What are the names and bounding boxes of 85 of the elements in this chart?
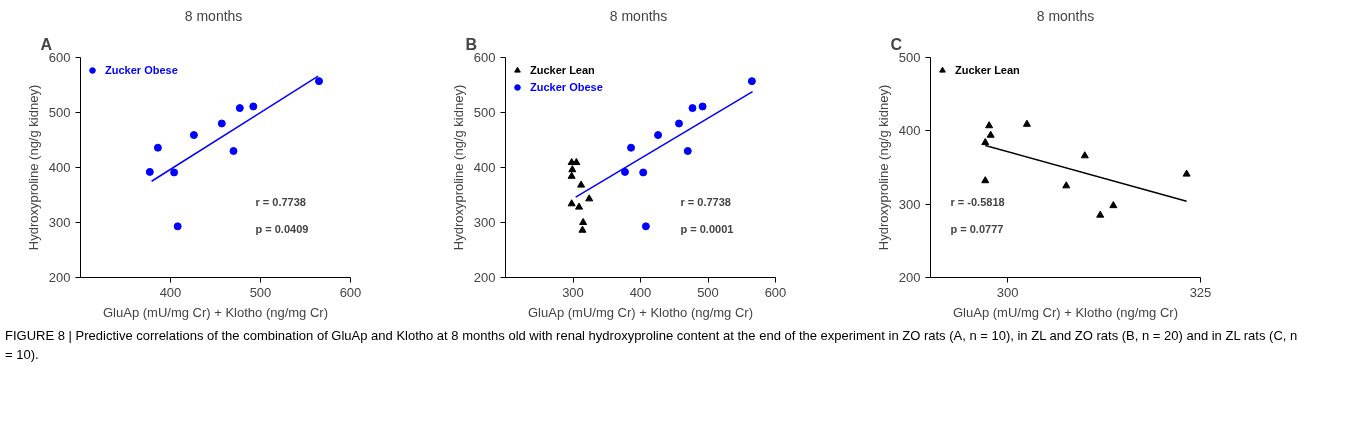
- point: [249, 102, 258, 111]
- x-axis-title: GluAp (mU/mg Cr) + Klotho (ng/mg Cr): [527, 304, 754, 320]
- annotation: r = -0.5818: [950, 195, 1005, 208]
- point: [1062, 181, 1071, 189]
- point: [698, 102, 707, 111]
- y-tick-label: 200: [898, 270, 921, 285]
- point: [575, 202, 584, 210]
- caption: FIGURE 8 | Predictive correlations of the combination of GluAp and Klotho at 8 months old with renal hydroxyproline content at the end of the experiment in ZO rats (A, n = 10), in ZL and ZO rats (B, n = 20) and in ZL rats (C, n = 10).: [5, 327, 1299, 364]
- point: [229, 147, 238, 155]
- x-tick-label: 400: [629, 284, 652, 300]
- y-axis-title: Hydroxyproline (ng/g kidney): [450, 84, 466, 251]
- chart-title: 8 months: [184, 7, 243, 24]
- y-axis-title: Hydroxyproline (ng/g kidney): [25, 84, 41, 251]
- point: [1109, 201, 1118, 209]
- point: [683, 147, 692, 155]
- point: [985, 121, 994, 129]
- x-tick-label: 400: [159, 284, 182, 300]
- legend-label: Zucker Obese: [105, 63, 178, 77]
- annotation: p = 0.0409: [255, 222, 309, 235]
- annotation: p = 0.0001: [680, 222, 734, 235]
- x-tick-label: 600: [764, 284, 787, 300]
- y-tick-label: 500: [473, 105, 496, 120]
- point: [217, 119, 226, 128]
- x-axis-title: GluAp (mU/mg Cr) + Klotho (ng/mg Cr): [102, 304, 329, 320]
- legend-label: Zucker Lean: [955, 63, 1020, 77]
- x-tick-label: 500: [249, 284, 272, 300]
- point: [572, 158, 581, 166]
- annotation: r = 0.7738: [680, 195, 731, 208]
- chart-title: 8 months: [609, 7, 668, 24]
- y-tick-label: 200: [473, 270, 496, 285]
- point: [627, 143, 636, 152]
- point: [641, 222, 650, 231]
- point: [173, 222, 182, 231]
- y-tick-label: 400: [473, 160, 496, 175]
- point: [986, 130, 995, 138]
- point: [688, 104, 697, 113]
- point: [189, 131, 198, 140]
- text: C: [890, 35, 903, 53]
- point: [579, 217, 588, 226]
- legend-label: Zucker Obese: [530, 80, 603, 94]
- point: [170, 168, 179, 177]
- point: [567, 171, 576, 179]
- point: [1182, 169, 1191, 177]
- annotation: p = 0.0777: [950, 222, 1004, 235]
- y-tick-label: 600: [48, 50, 71, 65]
- point: [654, 131, 663, 140]
- text: A: [40, 35, 53, 53]
- point: [315, 77, 323, 86]
- y-tick-label: 200: [48, 270, 71, 285]
- y-tick-label: 300: [898, 196, 921, 212]
- point: [235, 104, 244, 113]
- annotation: r = 0.7738: [255, 195, 306, 208]
- point: [567, 199, 576, 207]
- y-tick-label: 600: [473, 50, 496, 65]
- x-tick-label: 300: [996, 284, 1019, 300]
- point: [620, 167, 629, 176]
- point: [1096, 210, 1105, 218]
- x-tick-label: 325: [1189, 284, 1212, 300]
- chart-title: 8 months: [1036, 7, 1095, 24]
- x-tick-label: 600: [339, 284, 362, 300]
- y-tick-label: 400: [898, 123, 921, 139]
- point: [1080, 151, 1089, 159]
- legend-label: Zucker Lean: [530, 63, 595, 77]
- point: [578, 225, 587, 233]
- x-axis-title: GluAp (mU/mg Cr) + Klotho (ng/mg Cr): [952, 304, 1179, 320]
- y-tick-label: 500: [898, 50, 921, 65]
- y-tick-label: 300: [473, 215, 496, 230]
- point: [585, 194, 594, 202]
- point: [1022, 119, 1031, 127]
- y-tick-label: 500: [48, 105, 71, 120]
- point: [747, 77, 756, 86]
- point: [145, 167, 154, 176]
- point: [153, 143, 162, 152]
- y-axis-title: Hydroxyproline (ng/g kidney): [875, 84, 891, 251]
- point: [577, 180, 586, 188]
- text: B: [465, 35, 478, 53]
- point: [639, 168, 648, 177]
- y-tick-label: 300: [48, 215, 71, 230]
- point: [981, 176, 990, 184]
- x-tick-label: 300: [562, 284, 584, 300]
- y-tick-label: 400: [48, 160, 71, 175]
- point: [568, 165, 577, 173]
- x-tick-label: 500: [697, 284, 719, 300]
- point: [981, 138, 990, 146]
- point: [674, 119, 683, 128]
